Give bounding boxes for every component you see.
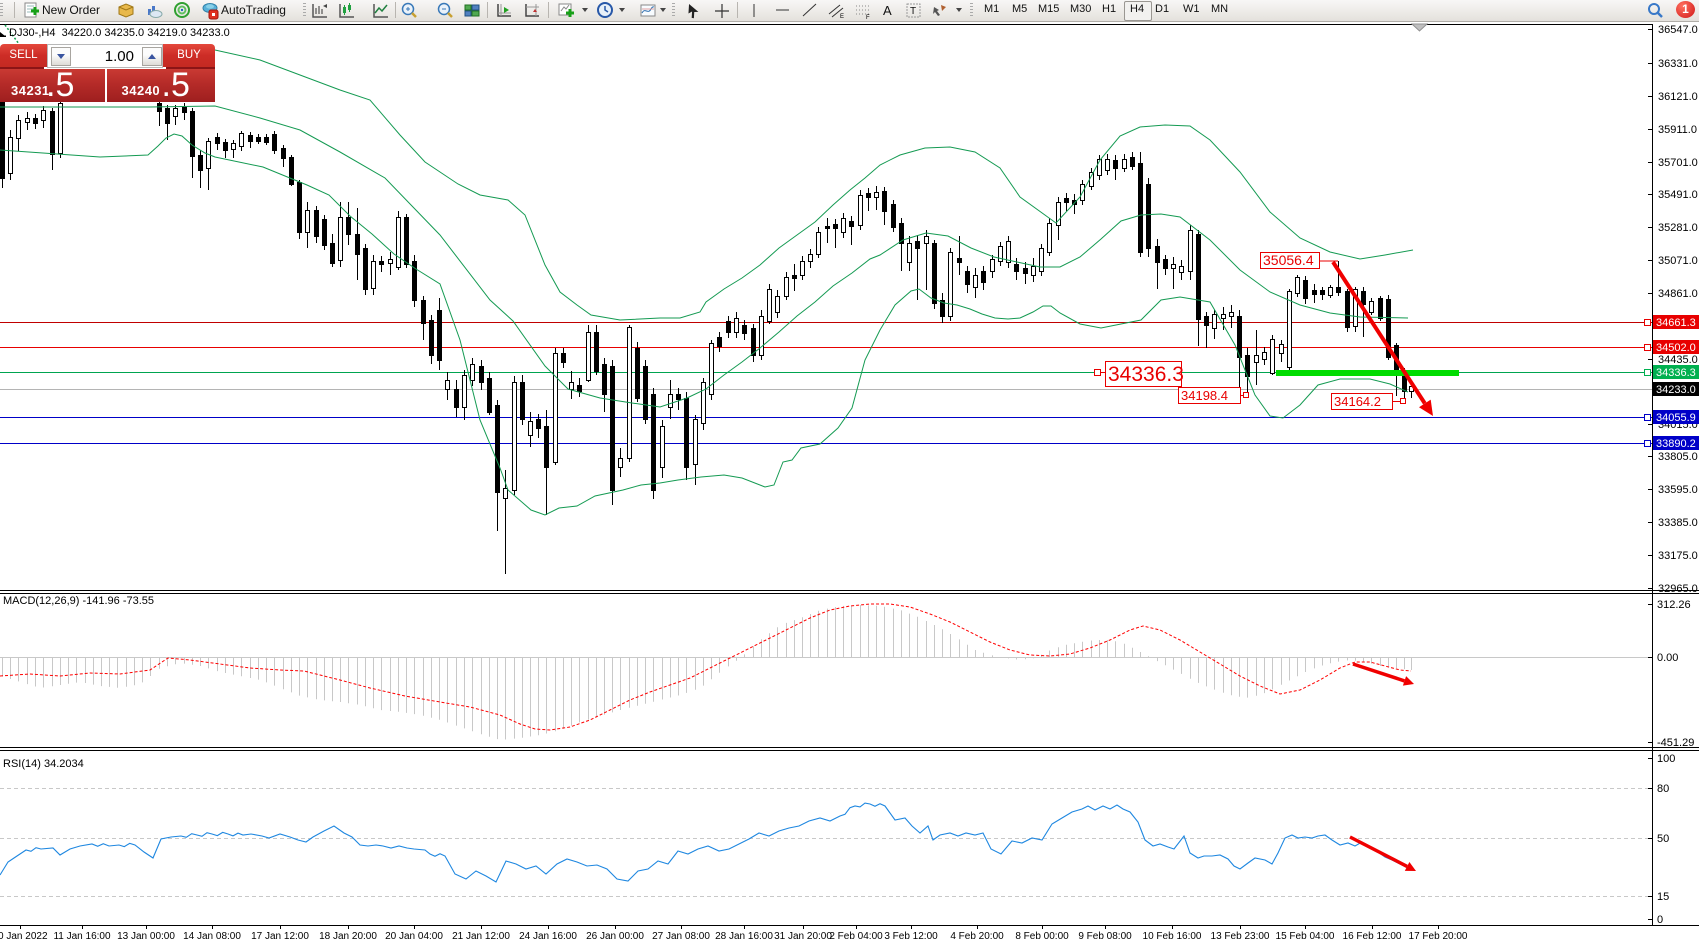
svg-text:34233.0: 34233.0 <box>1656 384 1696 396</box>
svg-text:17 Feb 20:00: 17 Feb 20:00 <box>1409 931 1468 942</box>
svg-text:14 Jan 08:00: 14 Jan 08:00 <box>183 931 241 942</box>
svg-text:34502.0: 34502.0 <box>1656 342 1696 354</box>
svg-text:35701.0: 35701.0 <box>1658 157 1698 169</box>
svg-text:27 Jan 08:00: 27 Jan 08:00 <box>652 931 710 942</box>
svg-text:18 Jan 20:00: 18 Jan 20:00 <box>319 931 377 942</box>
svg-text:10 Jan 2022: 10 Jan 2022 <box>0 931 48 942</box>
svg-text:28 Jan 16:00: 28 Jan 16:00 <box>715 931 773 942</box>
svg-text:33175.0: 33175.0 <box>1658 550 1698 562</box>
svg-text:35911.0: 35911.0 <box>1658 124 1697 136</box>
svg-text:E: E <box>840 14 844 20</box>
svg-text:32965.0: 32965.0 <box>1658 583 1698 595</box>
svg-text:35071.0: 35071.0 <box>1658 255 1698 267</box>
svg-text:15: 15 <box>1657 891 1669 903</box>
svg-text:8 Feb 00:00: 8 Feb 00:00 <box>1015 931 1069 942</box>
svg-text:35281.0: 35281.0 <box>1658 222 1698 234</box>
svg-text:F: F <box>866 15 870 21</box>
svg-text:21 Jan 12:00: 21 Jan 12:00 <box>452 931 510 942</box>
svg-text:100: 100 <box>1657 753 1675 765</box>
svg-text:312.26: 312.26 <box>1657 599 1691 611</box>
svg-text:24 Jan 16:00: 24 Jan 16:00 <box>519 931 577 942</box>
svg-text:33385.0: 33385.0 <box>1658 517 1698 529</box>
svg-text:33595.0: 33595.0 <box>1658 484 1698 496</box>
svg-text:50: 50 <box>1657 833 1669 845</box>
svg-text:35491.0: 35491.0 <box>1658 189 1698 201</box>
svg-text:36547.0: 36547.0 <box>1658 24 1698 36</box>
svg-text:34435.0: 34435.0 <box>1658 354 1698 366</box>
svg-text:80: 80 <box>1657 783 1669 795</box>
svg-text:4 Feb 20:00: 4 Feb 20:00 <box>950 931 1004 942</box>
svg-text:36331.0: 36331.0 <box>1658 58 1698 70</box>
svg-text:10 Feb 16:00: 10 Feb 16:00 <box>1143 931 1202 942</box>
svg-text:34164.2: 34164.2 <box>1334 394 1381 409</box>
svg-text:-451.29: -451.29 <box>1657 737 1694 749</box>
svg-text:33890.2: 33890.2 <box>1656 438 1696 450</box>
svg-text:26 Jan 00:00: 26 Jan 00:00 <box>586 931 644 942</box>
svg-text:DJ30-,H4 34220.0 34235.0 3421: DJ30-,H4 34220.0 34235.0 34219.0 34233.0 <box>9 27 230 39</box>
svg-text:9 Feb 08:00: 9 Feb 08:00 <box>1078 931 1132 942</box>
svg-text:31 Jan 20:00: 31 Jan 20:00 <box>774 931 832 942</box>
svg-text:34336.3: 34336.3 <box>1108 363 1184 386</box>
svg-text:A: A <box>883 3 892 18</box>
svg-text:0: 0 <box>1657 914 1663 926</box>
svg-text:33805.0: 33805.0 <box>1658 451 1698 463</box>
svg-text:36121.0: 36121.0 <box>1658 91 1698 103</box>
svg-text:34861.0: 34861.0 <box>1658 288 1698 300</box>
svg-text:16 Feb 12:00: 16 Feb 12:00 <box>1343 931 1402 942</box>
svg-text:RSI(14) 34.2034: RSI(14) 34.2034 <box>3 758 84 770</box>
svg-text:0.00: 0.00 <box>1657 652 1678 664</box>
svg-text:13 Jan 00:00: 13 Jan 00:00 <box>117 931 175 942</box>
svg-text:35056.4: 35056.4 <box>1263 252 1314 268</box>
svg-text:2 Feb 04:00: 2 Feb 04:00 <box>829 931 883 942</box>
svg-text:17 Jan 12:00: 17 Jan 12:00 <box>251 931 309 942</box>
svg-text:34336.3: 34336.3 <box>1656 367 1696 379</box>
svg-text:13 Feb 23:00: 13 Feb 23:00 <box>1211 931 1270 942</box>
svg-text:20 Jan 04:00: 20 Jan 04:00 <box>385 931 443 942</box>
svg-text:MACD(12,26,9) -141.96 -73.55: MACD(12,26,9) -141.96 -73.55 <box>3 595 154 607</box>
svg-text:T: T <box>910 6 916 17</box>
svg-text:11 Jan 16:00: 11 Jan 16:00 <box>53 931 111 942</box>
svg-text:34198.4: 34198.4 <box>1181 388 1228 403</box>
svg-text:3 Feb 12:00: 3 Feb 12:00 <box>884 931 938 942</box>
svg-text:15 Feb 04:00: 15 Feb 04:00 <box>1276 931 1335 942</box>
svg-text:34055.9: 34055.9 <box>1656 412 1696 424</box>
svg-text:34661.3: 34661.3 <box>1656 317 1696 329</box>
